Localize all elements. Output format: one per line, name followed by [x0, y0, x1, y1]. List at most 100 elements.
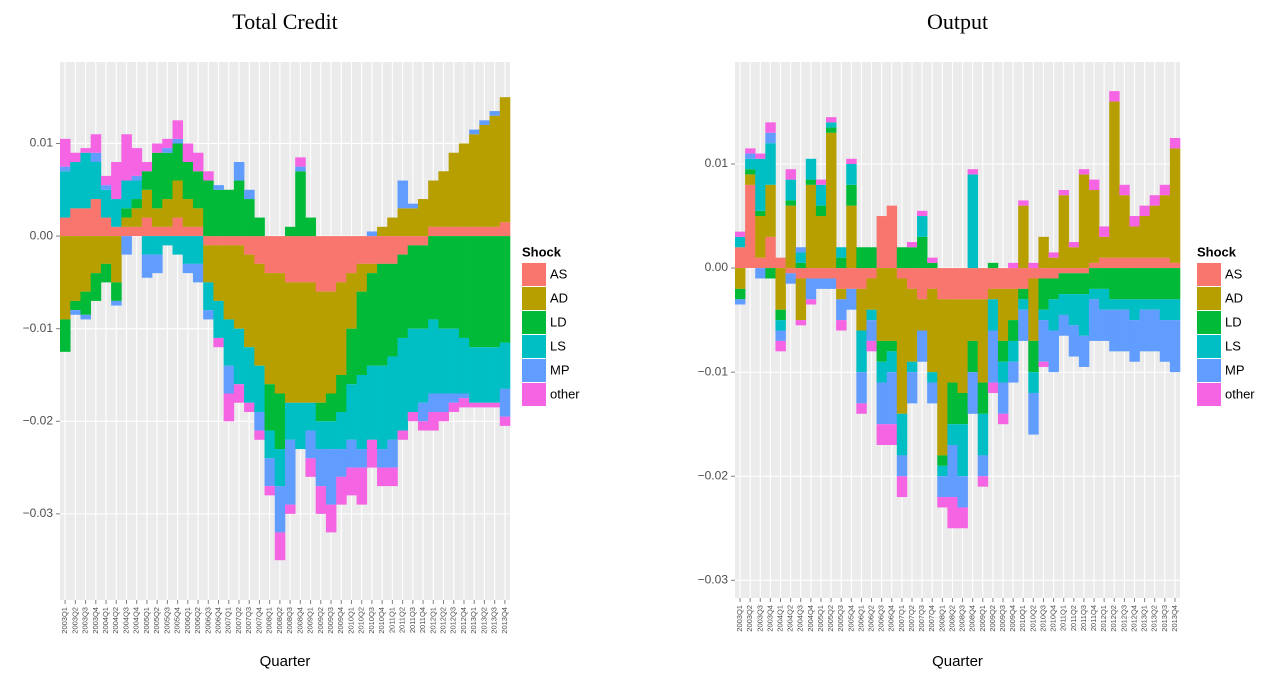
- bar-segment: [745, 174, 756, 185]
- bar-segment: [428, 319, 439, 394]
- bar-segment: [428, 412, 439, 431]
- x-tick-label: 2011Q1: [387, 607, 396, 633]
- bar-segment: [264, 458, 276, 487]
- bar-segment: [141, 171, 153, 190]
- bar-segment: [805, 268, 817, 279]
- bar-segment: [1099, 288, 1110, 310]
- legend-label: LS: [550, 338, 566, 353]
- bar-segment: [947, 382, 958, 425]
- bar-segment: [489, 347, 501, 403]
- bar-segment: [1149, 257, 1161, 269]
- bar-segment: [162, 152, 173, 200]
- bar-segment: [254, 430, 265, 440]
- bar-segment: [785, 205, 796, 269]
- bar-segment: [917, 216, 928, 237]
- bar-segment: [448, 236, 460, 329]
- bar-segment: [366, 439, 378, 468]
- bar-segment: [977, 455, 989, 477]
- bar-segment: [80, 314, 91, 320]
- bar-segment: [1119, 309, 1130, 352]
- bar-segment: [100, 217, 112, 237]
- bar-segment: [111, 300, 122, 306]
- bar-segment: [387, 467, 398, 487]
- bar-segment: [896, 268, 908, 279]
- bar-segment: [745, 169, 756, 175]
- x-tick-label: 2007Q2: [234, 607, 243, 634]
- bar-segment: [90, 273, 102, 301]
- bar-segment: [458, 337, 470, 394]
- bar-segment: [1149, 268, 1161, 300]
- bar-segment: [1099, 226, 1110, 237]
- bar-segment: [937, 455, 948, 466]
- bar-segment: [499, 416, 511, 426]
- x-tick-label: 2003Q2: [745, 605, 754, 632]
- bar-segment: [785, 268, 796, 274]
- bar-segment: [489, 402, 501, 408]
- x-tick-label: 2004Q4: [806, 605, 815, 632]
- bar-segment: [886, 351, 898, 373]
- bar-segment: [295, 402, 306, 450]
- bar-segment: [60, 166, 71, 172]
- bar-segment: [274, 532, 286, 561]
- bar-segment: [876, 216, 888, 269]
- bar-segment: [213, 189, 224, 237]
- x-tick-label: 2006Q4: [214, 607, 223, 634]
- bar-segment: [162, 138, 173, 149]
- bar-segment: [458, 226, 470, 237]
- bar-segment: [325, 504, 337, 533]
- bar-segment: [60, 171, 71, 218]
- x-tick-label: 2009Q3: [998, 605, 1007, 632]
- bar-segment: [836, 288, 847, 300]
- legend-label: MP: [550, 362, 570, 377]
- bar-segment: [366, 236, 378, 264]
- bar-segment: [407, 203, 419, 209]
- bar-segment: [1088, 268, 1100, 289]
- bar-segment: [1088, 288, 1100, 300]
- bar-segment: [735, 247, 746, 269]
- bar-segment: [987, 288, 999, 300]
- x-tick-label: 2003Q2: [70, 607, 79, 634]
- bar-segment: [325, 449, 337, 505]
- bar-segment: [346, 384, 357, 440]
- bar-segment: [315, 402, 327, 422]
- bar-segment: [458, 143, 470, 227]
- bar-segment: [70, 300, 81, 311]
- x-tick-label: 2012Q1: [1099, 605, 1108, 632]
- bar-segment: [997, 361, 1009, 383]
- bar-segment: [866, 268, 877, 279]
- bar-segment: [997, 413, 1009, 425]
- bar-segment: [305, 430, 316, 459]
- bar-segment: [244, 402, 255, 413]
- bar-segment: [775, 320, 786, 331]
- x-tick-label: 2003Q4: [91, 607, 100, 634]
- bar-segment: [886, 205, 898, 269]
- bar-segment: [80, 148, 91, 153]
- bar-segment: [826, 127, 837, 133]
- bar-segment: [448, 393, 460, 403]
- bar-segment: [254, 412, 265, 431]
- bar-segment: [1068, 294, 1080, 326]
- bar-segment: [346, 467, 357, 496]
- bar-segment: [886, 424, 898, 446]
- bar-segment: [397, 236, 409, 255]
- x-tick-label: 2011Q3: [1079, 605, 1088, 631]
- y-tick-label: −0.01: [698, 364, 729, 378]
- bar-segment: [876, 361, 888, 383]
- bar-segment: [172, 143, 184, 181]
- legend-key: [522, 287, 546, 310]
- x-tick-label: 2013Q1: [469, 607, 478, 634]
- bar-segment: [927, 257, 938, 263]
- bar-segment: [152, 208, 163, 227]
- bar-segment: [499, 342, 511, 389]
- bar-segment: [203, 236, 214, 246]
- bar-segment: [182, 199, 194, 227]
- bar-segment: [1018, 309, 1029, 341]
- bar-segment: [927, 262, 938, 269]
- bar-segment: [428, 393, 439, 413]
- bar-segment: [325, 421, 337, 450]
- bar-segment: [1038, 268, 1049, 279]
- x-tick-label: 2013Q4: [500, 607, 509, 634]
- x-tick-label: 2013Q1: [1140, 605, 1149, 632]
- bar-segment: [1008, 288, 1019, 321]
